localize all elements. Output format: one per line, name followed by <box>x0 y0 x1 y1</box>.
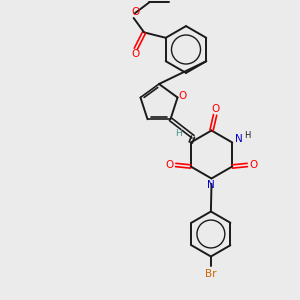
Text: O: O <box>212 104 220 114</box>
Text: O: O <box>131 7 139 17</box>
Text: O: O <box>179 91 187 101</box>
Text: O: O <box>166 160 174 170</box>
Text: O: O <box>249 160 257 170</box>
Text: Br: Br <box>205 268 217 279</box>
Text: N: N <box>235 134 243 145</box>
Text: H: H <box>244 131 250 140</box>
Text: H: H <box>175 129 182 138</box>
Text: O: O <box>131 49 139 59</box>
Text: N: N <box>207 180 215 190</box>
